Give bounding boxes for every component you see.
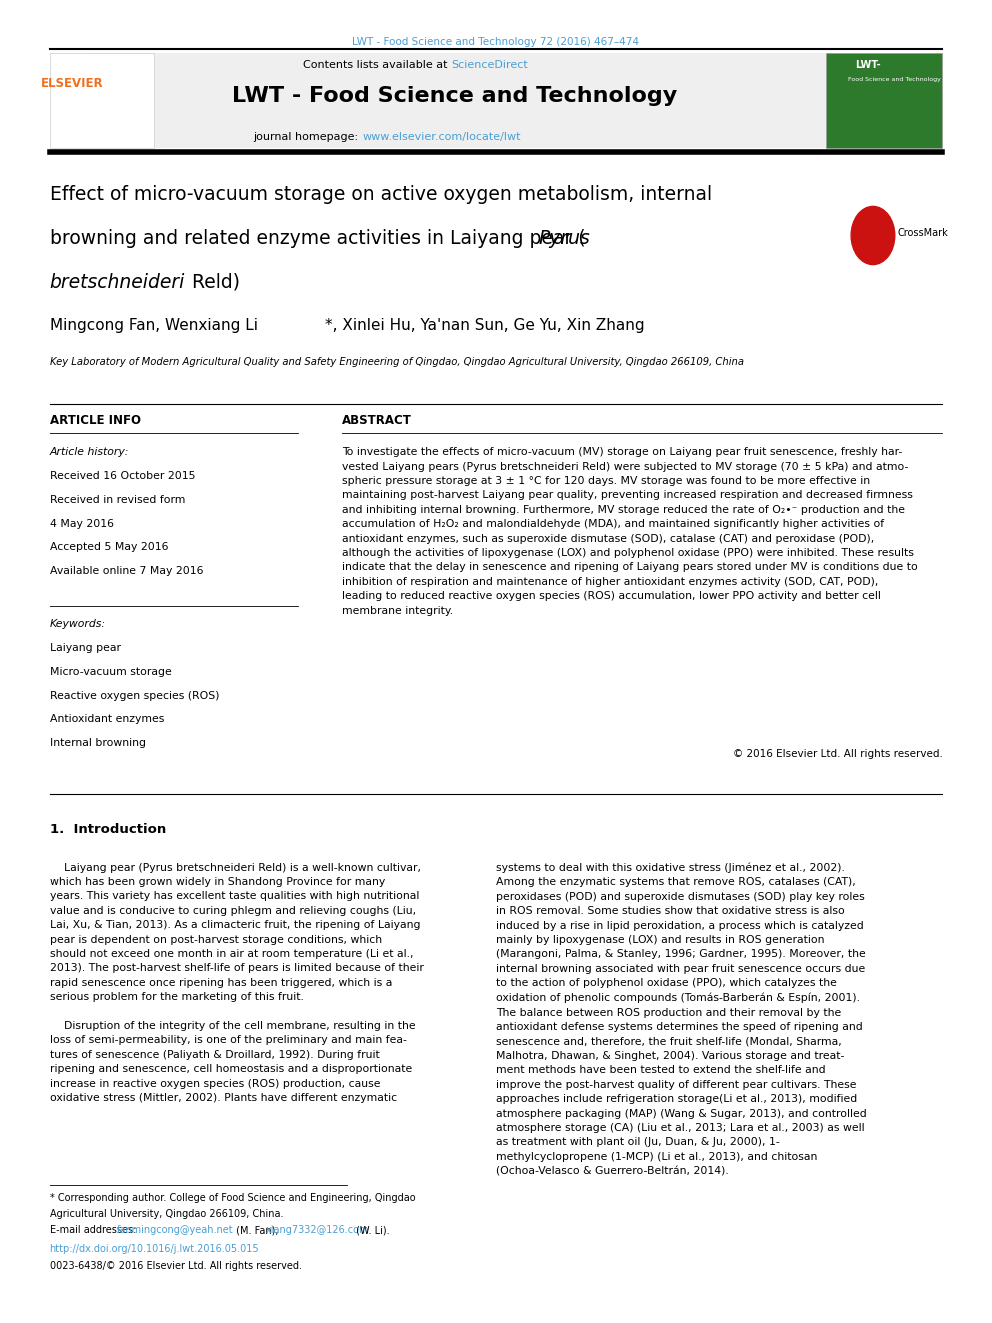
Text: ELSEVIER: ELSEVIER: [41, 77, 104, 90]
Text: Reactive oxygen species (ROS): Reactive oxygen species (ROS): [50, 691, 219, 701]
Text: Mingcong Fan, Wenxiang Li: Mingcong Fan, Wenxiang Li: [50, 318, 258, 332]
Text: Reld): Reld): [186, 273, 240, 291]
Text: LWT-: LWT-: [855, 60, 881, 70]
Text: Antioxidant enzymes: Antioxidant enzymes: [50, 714, 164, 725]
Text: Article history:: Article history:: [50, 447, 129, 458]
Text: http://dx.doi.org/10.1016/j.lwt.2016.05.015: http://dx.doi.org/10.1016/j.lwt.2016.05.…: [50, 1244, 259, 1254]
Text: ARTICLE INFO: ARTICLE INFO: [50, 414, 141, 427]
Text: 1.  Introduction: 1. Introduction: [50, 823, 166, 836]
Text: *, Xinlei Hu, Ya'nan Sun, Ge Yu, Xin Zhang: *, Xinlei Hu, Ya'nan Sun, Ge Yu, Xin Zha…: [325, 318, 645, 332]
Text: LWT - Food Science and Technology: LWT - Food Science and Technology: [232, 86, 677, 106]
Text: Received in revised form: Received in revised form: [50, 495, 185, 505]
Text: Laiyang pear (Pyrus bretschneideri Reld) is a well-known cultivar,
which has bee: Laiyang pear (Pyrus bretschneideri Reld)…: [50, 863, 424, 1103]
Text: Internal browning: Internal browning: [50, 738, 146, 749]
Text: Accepted 5 May 2016: Accepted 5 May 2016: [50, 542, 168, 553]
Text: Available online 7 May 2016: Available online 7 May 2016: [50, 566, 203, 577]
Text: 4 May 2016: 4 May 2016: [50, 519, 114, 529]
Text: Pyrus: Pyrus: [539, 229, 590, 247]
Text: Effect of micro-vacuum storage on active oxygen metabolism, internal: Effect of micro-vacuum storage on active…: [50, 185, 711, 204]
Text: systems to deal with this oxidative stress (Jiménez et al., 2002).
Among the enz: systems to deal with this oxidative stre…: [496, 863, 867, 1176]
Text: Agricultural University, Qingdao 266109, China.: Agricultural University, Qingdao 266109,…: [50, 1209, 283, 1220]
Text: (M. Fan),: (M. Fan),: [233, 1225, 282, 1236]
Text: © 2016 Elsevier Ltd. All rights reserved.: © 2016 Elsevier Ltd. All rights reserved…: [732, 749, 942, 759]
Text: Keywords:: Keywords:: [50, 619, 105, 630]
Text: Laiyang pear: Laiyang pear: [50, 643, 121, 654]
Text: ScienceDirect: ScienceDirect: [451, 60, 528, 70]
Text: Contents lists available at: Contents lists available at: [304, 60, 451, 70]
Text: fanmingcong@yeah.net: fanmingcong@yeah.net: [117, 1225, 234, 1236]
Text: LWT - Food Science and Technology 72 (2016) 467–474: LWT - Food Science and Technology 72 (20…: [352, 37, 640, 48]
Text: E-mail addresses:: E-mail addresses:: [50, 1225, 139, 1236]
Text: Received 16 October 2015: Received 16 October 2015: [50, 471, 195, 482]
Text: browning and related enzyme activities in Laiyang pear (: browning and related enzyme activities i…: [50, 229, 585, 247]
Text: To investigate the effects of micro-vacuum (MV) storage on Laiyang pear fruit se: To investigate the effects of micro-vacu…: [342, 447, 918, 615]
Text: journal homepage:: journal homepage:: [253, 132, 362, 143]
Text: * Corresponding author. College of Food Science and Engineering, Qingdao: * Corresponding author. College of Food …: [50, 1193, 416, 1204]
Text: Food Science and Technology: Food Science and Technology: [848, 77, 941, 82]
Text: (W. Li).: (W. Li).: [353, 1225, 390, 1236]
Text: 0023-6438/© 2016 Elsevier Ltd. All rights reserved.: 0023-6438/© 2016 Elsevier Ltd. All right…: [50, 1261, 302, 1271]
Text: xiang7332@126.com: xiang7332@126.com: [266, 1225, 369, 1236]
Text: CrossMark: CrossMark: [898, 228, 948, 238]
Text: bretschneideri: bretschneideri: [50, 273, 185, 291]
Text: ABSTRACT: ABSTRACT: [342, 414, 412, 427]
Text: Key Laboratory of Modern Agricultural Quality and Safety Engineering of Qingdao,: Key Laboratory of Modern Agricultural Qu…: [50, 357, 744, 368]
Text: www.elsevier.com/locate/lwt: www.elsevier.com/locate/lwt: [362, 132, 521, 143]
Text: Micro-vacuum storage: Micro-vacuum storage: [50, 667, 172, 677]
